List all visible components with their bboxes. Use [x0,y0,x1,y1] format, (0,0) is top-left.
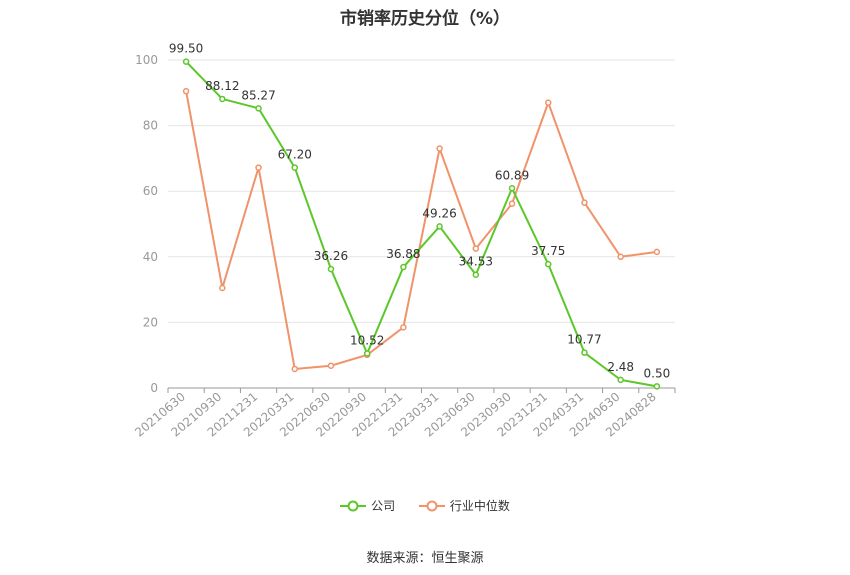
company-point [327,265,335,273]
legend-industry-marker [418,500,445,511]
company-point [545,260,552,268]
industry-point [545,99,552,106]
chart-title: 市销率历史分位（%） [339,9,511,29]
company-point [255,105,262,112]
grid-layer [168,59,675,323]
company-point [400,263,407,271]
company-data-label: 36.26 [314,249,348,263]
legend-item-industry[interactable]: 行业中位数 [418,497,510,514]
industry-point [182,87,190,95]
industry-point [472,245,480,252]
y-tick-label: 80 [143,119,158,133]
company-point [472,271,480,278]
legend-item-company[interactable]: 公司 [340,497,395,514]
series-layer [182,58,661,390]
company-point [436,223,443,230]
company-data-label: 99.50 [169,42,203,56]
y-tick-label: 40 [143,250,158,264]
company-point [291,164,298,171]
industry-point [327,362,335,369]
company-data-label: 10.52 [350,333,384,347]
company-data-label: 10.77 [567,333,601,347]
industry-point [508,200,516,207]
company-point [617,376,624,384]
legend-industry-label: 行业中位数 [449,499,510,513]
company-point [653,383,661,390]
y-tick-label: 100 [135,53,158,67]
company-point [182,58,190,65]
data-source: 数据来源：恒生聚源 [366,551,484,566]
industry-point [653,248,661,256]
industry-point [436,145,443,152]
industry-point [291,365,298,373]
industry-point [617,253,624,261]
company-point [581,349,588,356]
legend-company-label: 公司 [371,499,396,513]
company-data-label: 85.27 [241,88,275,102]
company-data-label: 0.50 [644,366,671,380]
industry-point [400,324,407,331]
industry-point [219,284,226,292]
legend-company-marker [340,500,367,511]
industry-point [255,164,262,171]
y-tick-label: 60 [143,184,158,198]
company-data-label: 37.75 [531,244,565,258]
industry-line [185,90,658,370]
company-data-label: 60.89 [495,168,529,182]
company-data-label: 67.20 [278,148,312,162]
company-point [219,95,226,103]
company-data-label: 2.48 [607,360,634,374]
y-tick-label: 0 [150,381,158,395]
company-data-label: 34.53 [459,255,493,269]
company-data-label: 36.88 [386,247,420,261]
company-data-label: 49.26 [422,206,456,220]
company-data-label: 88.12 [205,79,239,93]
y-tick-label: 20 [143,315,158,329]
company-point [508,185,516,192]
company-point [363,350,371,357]
industry-point [581,199,588,206]
company-line [185,60,658,388]
legend: 公司 行业中位数 [0,497,850,515]
